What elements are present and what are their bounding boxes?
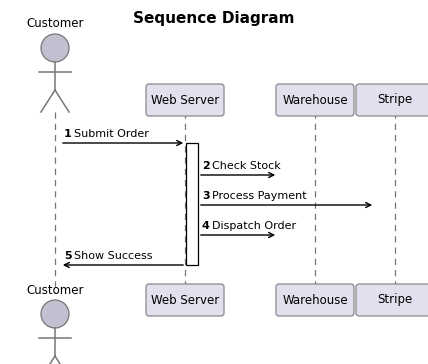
Text: Sequence Diagram: Sequence Diagram [133,11,295,25]
FancyBboxPatch shape [356,284,428,316]
Text: Web Server: Web Server [151,293,219,306]
Circle shape [41,300,69,328]
FancyArrowPatch shape [201,173,273,178]
Text: 4: 4 [202,221,210,231]
Bar [186,143,198,265]
Text: Warehouse: Warehouse [282,293,348,306]
FancyArrowPatch shape [64,262,183,268]
FancyBboxPatch shape [146,284,224,316]
Text: Stripe: Stripe [377,94,413,107]
Text: Stripe: Stripe [377,293,413,306]
FancyBboxPatch shape [276,284,354,316]
Text: Warehouse: Warehouse [282,94,348,107]
FancyArrowPatch shape [201,202,371,207]
Text: 3: 3 [202,191,210,201]
Text: Dispatch Order: Dispatch Order [212,221,296,231]
Text: 2: 2 [202,161,210,171]
Text: Process Payment: Process Payment [212,191,306,201]
Text: Web Server: Web Server [151,94,219,107]
Text: Customer: Customer [26,17,84,30]
FancyArrowPatch shape [201,233,273,237]
Text: Show Success: Show Success [74,251,152,261]
Text: 5: 5 [64,251,71,261]
FancyBboxPatch shape [276,84,354,116]
FancyBboxPatch shape [356,84,428,116]
Circle shape [41,34,69,62]
FancyBboxPatch shape [146,84,224,116]
Text: Check Stock: Check Stock [212,161,281,171]
Text: 1: 1 [64,129,72,139]
Text: Submit Order: Submit Order [74,129,149,139]
Text: Customer: Customer [26,284,84,297]
FancyArrowPatch shape [63,141,181,146]
